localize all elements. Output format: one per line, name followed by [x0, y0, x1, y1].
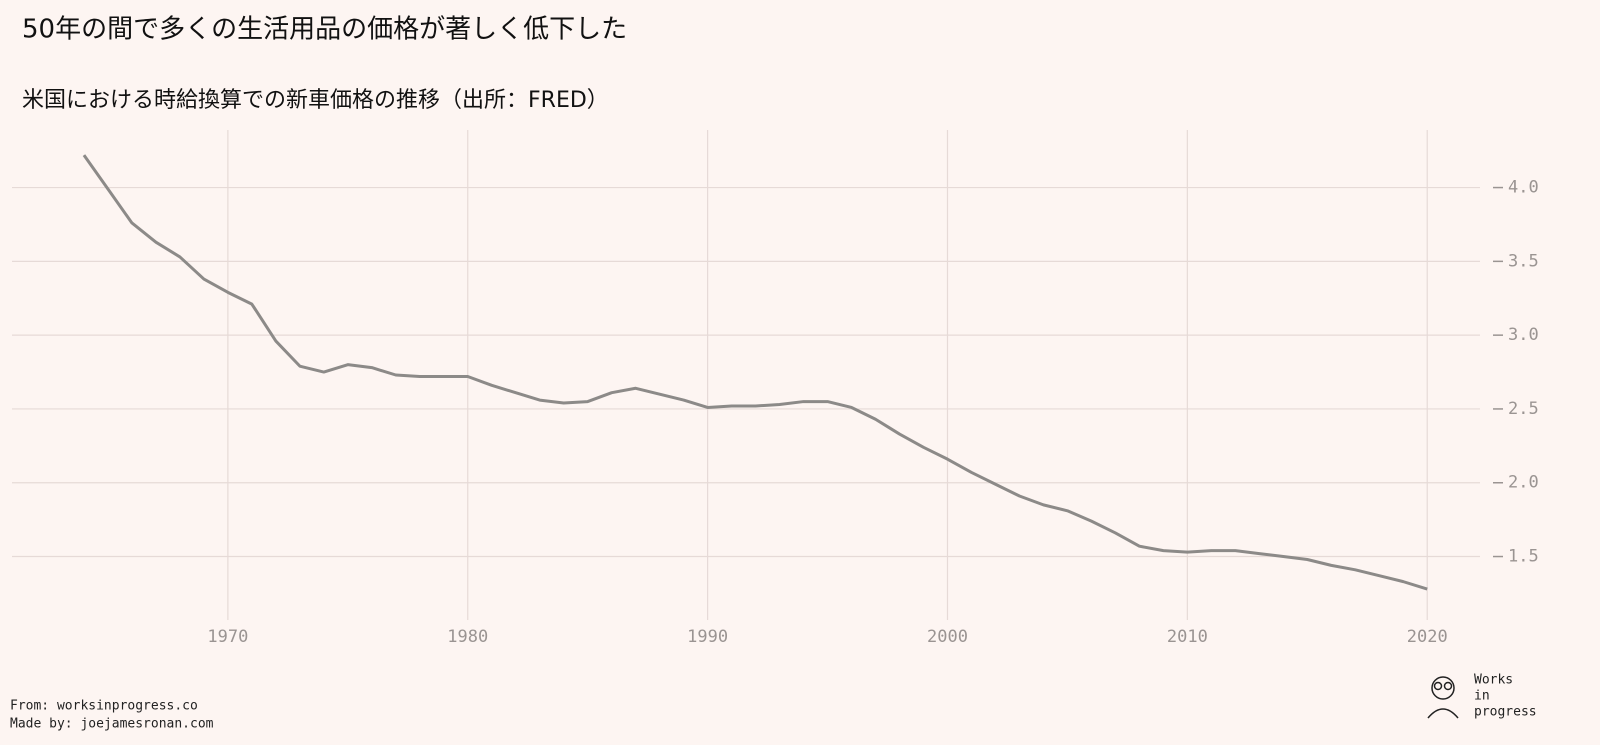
- source: From: worksinprogress.co: [10, 699, 198, 714]
- y-tick-label: 2.5: [1508, 399, 1539, 419]
- author: Made by: joejamesronan.com: [10, 717, 214, 732]
- y-tick-label: 4.0: [1508, 178, 1539, 198]
- y-tick-label: 3.0: [1508, 325, 1539, 345]
- y-tick-label: 2.0: [1508, 473, 1539, 493]
- line-series: [82, 154, 1428, 591]
- chart-subtitle: 米国における時給換算での新車価格の推移（出所：FRED）: [22, 88, 609, 113]
- logo-text: Works: [1474, 673, 1513, 688]
- x-tick-label: 1990: [687, 627, 728, 647]
- x-tick-label: 2010: [1167, 627, 1208, 647]
- logo-text: progress: [1474, 705, 1537, 720]
- chart-title: 50年の間で多くの生活用品の価格が著しく低下した: [22, 15, 627, 45]
- x-tick-label: 2000: [927, 627, 968, 647]
- x-tick-label: 1970: [207, 627, 248, 647]
- logo-text: in: [1474, 689, 1490, 704]
- y-tick-label: 3.5: [1508, 251, 1539, 271]
- y-tick-label: 1.5: [1508, 547, 1539, 567]
- logo-icon: [1427, 676, 1459, 719]
- x-tick-label: 1980: [447, 627, 488, 647]
- x-tick-label: 2020: [1407, 627, 1448, 647]
